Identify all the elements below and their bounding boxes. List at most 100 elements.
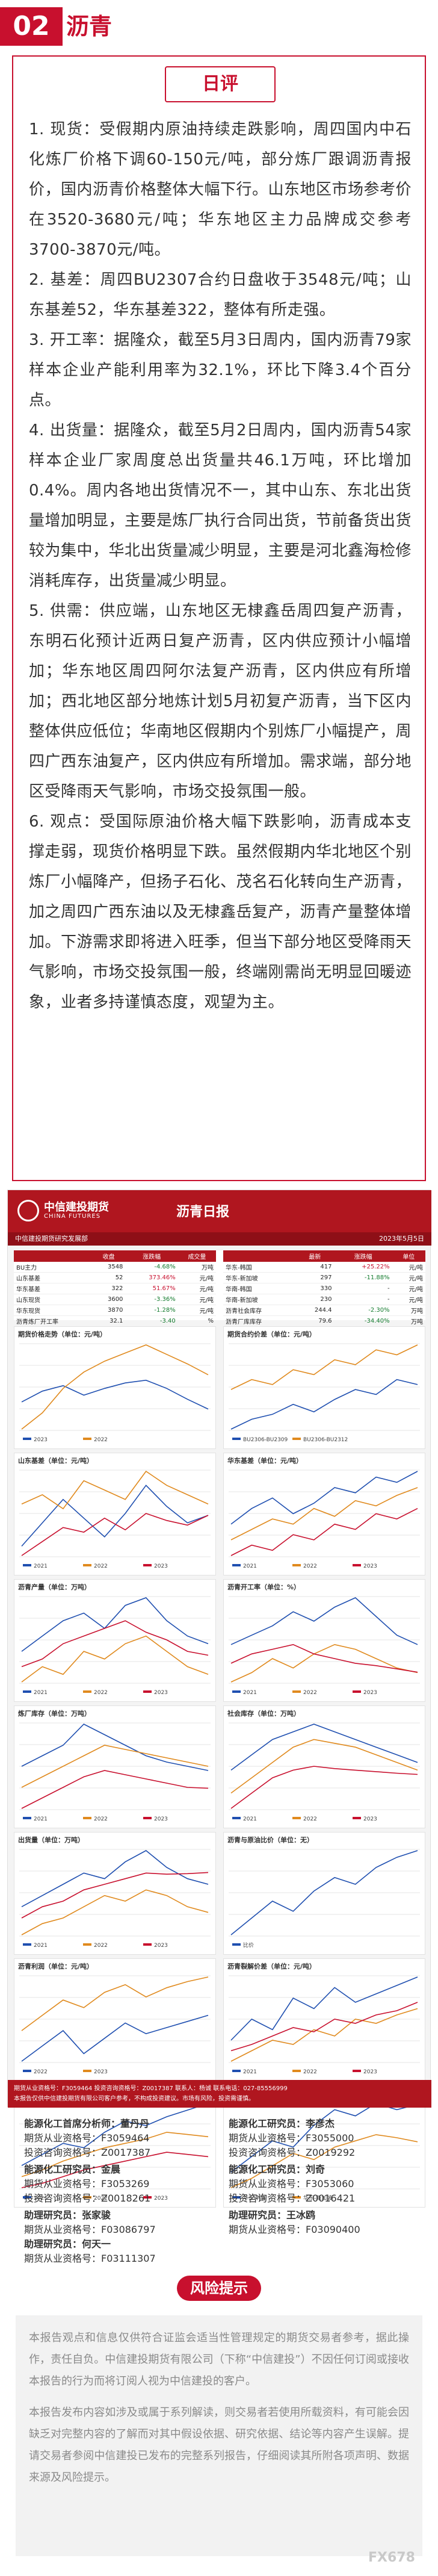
- legend-label: 2022: [34, 2069, 48, 2075]
- table-cell: 华东-新加坡: [223, 1272, 295, 1283]
- analyst-card: 能源化工研究员：金晨 期货从业资格号：F3053269 投资咨询资格号：Z001…: [24, 2162, 217, 2204]
- legend-swatch: [353, 1690, 361, 1693]
- table-cell: 元/吨: [392, 1294, 425, 1305]
- legend-swatch: [232, 1564, 241, 1566]
- legend-label: 2022: [94, 1943, 108, 1949]
- legend-swatch: [143, 1690, 152, 1693]
- legend-swatch: [292, 1564, 301, 1566]
- table-cell: 元/吨: [392, 1283, 425, 1294]
- legend-swatch: [353, 1817, 361, 1819]
- analyst-license: 期货从业资格号：F3053269: [24, 2178, 150, 2190]
- section-number: 02: [0, 7, 63, 46]
- chart-plot: 2023 2022: [19, 1343, 211, 1443]
- review-title-badge: 日评: [165, 66, 276, 102]
- legend-swatch: [83, 2196, 91, 2199]
- review-paragraph: 6. 观点：受国际原油价格大幅下跌影响，沥青成本支撑走弱，现货价格明显下跌。虽然…: [29, 813, 412, 1011]
- chart-plot: 2021 2022 2023: [19, 1849, 211, 1949]
- legend-swatch: [83, 1438, 91, 1440]
- chart-series-line: [230, 1739, 418, 1794]
- table-cell: -34.40%: [334, 1315, 392, 1327]
- table-cell: 华东现货: [14, 1305, 92, 1316]
- legend-swatch: [292, 2070, 301, 2072]
- chart-series-line: [21, 2152, 209, 2188]
- table-cell: 元/吨: [177, 1294, 216, 1305]
- report-footer-line: 期货从业资格号：F3059464 投资咨询资格号：Z0017387 联系人：杨诚…: [14, 2085, 288, 2092]
- legend-label: 2023: [363, 2069, 377, 2075]
- legend-label: BU2306-BU2312: [303, 1437, 348, 1443]
- table-cell: -2.30%: [334, 1305, 392, 1316]
- chart-title: 沥青开工率（单位：%）: [227, 1583, 301, 1591]
- risk-title: 风险提示: [190, 2280, 248, 2297]
- table-cell: 沥青炼厂开工率: [14, 1315, 92, 1327]
- report-chart: 沥青利润（单位：元/吨） 2022 2023: [14, 1958, 216, 2081]
- table-cell: 3600: [91, 1294, 126, 1305]
- risk-paragraph: 本报告发布内容如涉及或属于系列解读，则交易者若使用所载资料，有可能会因缺乏对完整…: [29, 2406, 409, 2484]
- report-chart: 沥青裂解价差（单位：元/吨） 2021 2022 2023: [223, 1958, 425, 2081]
- legend-label: 2023: [363, 1690, 377, 1696]
- legend-label: 2022: [303, 1563, 317, 1569]
- table-header: 成交量: [177, 1250, 216, 1262]
- table-cell: 373.46%: [125, 1272, 178, 1283]
- company-name-en: CHINA FUTURES: [44, 1213, 101, 1220]
- table-cell: 297: [295, 1272, 335, 1283]
- analyst-title: 助理研究员：王冰鸥: [229, 2209, 316, 2221]
- table-cell: 元/吨: [177, 1305, 216, 1316]
- legend-swatch: [23, 1943, 31, 1946]
- legend-swatch: [232, 2196, 241, 2199]
- analyst-license: 投资咨询资格号：Z0018261: [24, 2193, 151, 2204]
- legend-label: 2023: [154, 1563, 168, 1569]
- chart-series-line: [230, 1850, 418, 1935]
- table-cell: 万吨: [177, 1262, 216, 1273]
- table-cell: 51.67%: [125, 1283, 178, 1294]
- chart-plot: 2021 2022 2023: [19, 1470, 211, 1569]
- chart-series-line: [230, 1507, 418, 1556]
- legend-swatch: [23, 1438, 31, 1440]
- chart-series-line: [230, 1597, 418, 1645]
- analyst-card: 能源化工研究员：刘奇 期货从业资格号：F3053060 投资咨询资格号：Z001…: [229, 2162, 421, 2204]
- legend-label: 华东-韩国: [243, 2194, 267, 2202]
- review-text: 1. 现货：受假期内原油持续走跌影响，周四国内中石化炼厂价格下调60-150元/…: [29, 114, 412, 1017]
- table-cell: 元/吨: [392, 1272, 425, 1283]
- chart-series-line: [21, 1872, 209, 1919]
- table-cell: 元/吨: [392, 1262, 425, 1273]
- table-cell: BU主力: [14, 1262, 92, 1273]
- legend-label: 2021: [34, 1943, 48, 1949]
- legend-label: 2022: [303, 1690, 317, 1696]
- report-header-bar: 中信建投期货 CHINA FUTURES 沥青日报: [8, 1190, 431, 1232]
- section-title: 沥青: [66, 13, 113, 40]
- table-cell: 3548: [91, 1262, 126, 1273]
- analyst-title: 助理研究员：何天一: [24, 2238, 111, 2250]
- legend-swatch: [292, 1817, 301, 1819]
- chart-plot: 2021 2022 2023: [19, 1722, 211, 1822]
- analyst-card: 助理研究员：王冰鸥 期货从业资格号：F03090400: [229, 2208, 421, 2242]
- analyst-license: 期货从业资格号：F03111307: [24, 2253, 156, 2264]
- company-name-cn: 中信建投期货: [44, 1201, 109, 1214]
- table-cell: 230: [295, 1294, 335, 1305]
- legend-label: 2021: [34, 1816, 48, 1822]
- legend-swatch: [232, 1690, 241, 1693]
- table-cell: 79.6: [295, 1315, 335, 1327]
- chart-title: 山东基差（单位：元/吨）: [18, 1457, 94, 1465]
- legend-label: 2023: [363, 1816, 377, 1822]
- analyst-license: 期货从业资格号：F3059464: [24, 2132, 150, 2144]
- risk-heading-pill: [177, 2276, 261, 2301]
- chart-plot: 2021 2022 2023: [229, 1975, 420, 2075]
- analyst-card: 能源化工首席分析师：董丹丹 期货从业资格号：F3059464 投资咨询资格号：Z…: [24, 2117, 217, 2158]
- report-chart: 社会库存（单位：万吨） 2021 2022 2023: [223, 1705, 425, 1828]
- chart-series-line: [21, 1379, 209, 1410]
- daily-review-box: 日评 1. 现货：受假期内原油持续走跌影响，周四国内中石化炼厂价格下调60-15…: [12, 55, 426, 1181]
- legend-label: 2023: [154, 1943, 168, 1949]
- review-paragraph: 3. 开工率：据隆众，截至5月3日周内，国内沥青79家样本企业产能利用率为32.…: [29, 331, 412, 409]
- table-cell: 3870: [91, 1305, 126, 1316]
- report-chart: 出货量（单位：万吨） 2021 2022 2023: [14, 1832, 216, 1955]
- table-row: 沥青炼厂开工率 32.1 -3.40%: [14, 1315, 216, 1327]
- review-title: 日评: [202, 73, 238, 95]
- chart-title: 出货量（单位：万吨）: [18, 1836, 84, 1844]
- chart-title: 沥青利润（单位：元/吨）: [18, 1963, 94, 1970]
- table-cell: +25.22%: [334, 1262, 392, 1273]
- table-cell: 330: [295, 1283, 335, 1294]
- report-chart: 期货价格走势（单位：元/吨） 2023 2022: [14, 1326, 216, 1449]
- legend-label: 2021: [34, 1563, 48, 1569]
- chart-series-line: [21, 1724, 209, 1771]
- legend-swatch: [83, 1564, 91, 1566]
